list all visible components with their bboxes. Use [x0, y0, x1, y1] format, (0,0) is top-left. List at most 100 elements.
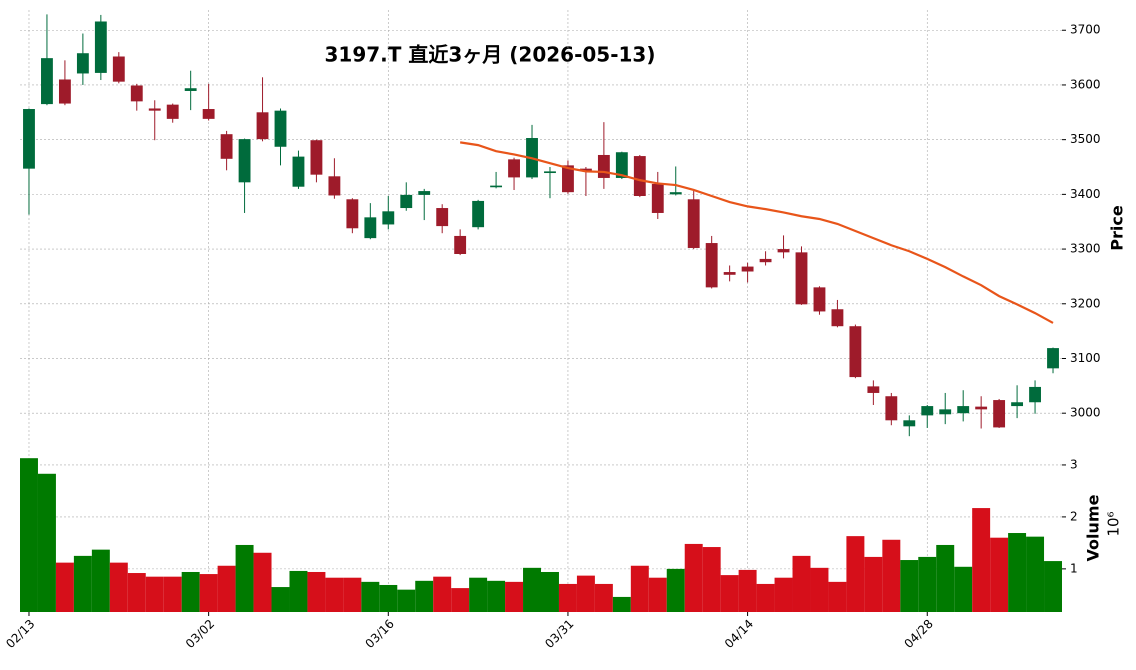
candle-body [220, 134, 233, 159]
candle-body [867, 386, 880, 393]
candle-body [346, 199, 359, 229]
candle-body [490, 185, 503, 188]
candle-body [1029, 386, 1041, 403]
candle-body [256, 112, 269, 140]
candle-body [23, 109, 35, 169]
candle-body [292, 156, 305, 187]
volume-bar [1008, 533, 1027, 612]
volume-bar [1026, 536, 1045, 612]
volume-bar [469, 577, 488, 612]
volume-bar [505, 581, 524, 612]
volume-bar [666, 568, 685, 612]
candle-body [274, 110, 287, 147]
volume-bar [630, 565, 649, 612]
candle-body [759, 258, 772, 263]
candle-body [310, 140, 323, 175]
volume-bar [972, 508, 991, 612]
volume-bar [307, 571, 326, 612]
volume-bar [433, 576, 452, 612]
volume-bar [415, 580, 434, 612]
candle-body [436, 208, 449, 227]
volume-bar [792, 555, 811, 612]
volume-bar [163, 576, 182, 612]
candle-body [1047, 348, 1059, 369]
candle-body [472, 200, 485, 228]
volume-bar [361, 581, 380, 612]
volume-bar [127, 573, 146, 612]
volume-bar [648, 577, 667, 612]
candle-body [777, 249, 790, 253]
volume-bar [397, 589, 416, 612]
x-tick-label: 04/14 [722, 617, 756, 651]
chart-title: 3197.T 直近3ヶ月 (2026-05-13) [325, 43, 656, 67]
candle-body [849, 326, 862, 378]
volume-bar [199, 574, 218, 612]
volume-bar [20, 458, 38, 612]
volume-bar [828, 581, 847, 612]
volume-tick-label: 1 [1070, 561, 1078, 575]
volume-bar [684, 543, 703, 612]
y-tick-label: 3200 [1070, 296, 1101, 310]
volume-bar [325, 577, 344, 612]
candle-body [41, 58, 53, 105]
candle-body [94, 21, 107, 73]
candle-body [364, 217, 377, 239]
volume-bar [235, 544, 254, 612]
volume-bar [846, 536, 865, 612]
volume-bar [774, 577, 793, 612]
volume-bar [109, 562, 128, 612]
candle-body [58, 79, 71, 104]
candle-body [921, 406, 934, 416]
candle-body [633, 156, 646, 197]
candle-body [1011, 402, 1024, 407]
candle-body [831, 309, 844, 327]
volume-bar [271, 587, 290, 612]
candle-body [975, 406, 988, 410]
candle-body [597, 154, 610, 178]
y-tick-label: 3000 [1070, 406, 1101, 420]
volume-bar [451, 588, 470, 612]
y-axis-label: Price [1108, 205, 1127, 251]
volume-tick-label: 3 [1070, 457, 1078, 471]
candle-body [939, 409, 952, 415]
volume-bar [864, 556, 883, 612]
candle-body [76, 53, 89, 74]
x-tick-label: 03/16 [363, 617, 397, 651]
candle-body [705, 243, 718, 288]
candle-body [957, 406, 970, 414]
candle-body [651, 183, 664, 213]
candle-body [615, 152, 628, 178]
y-tick-label: 3700 [1070, 23, 1101, 37]
y-tick-label: 3300 [1070, 242, 1101, 256]
volume-bar [523, 567, 541, 612]
candle-body [418, 191, 431, 195]
candle-body [813, 287, 826, 312]
y-tick-label: 3400 [1070, 187, 1101, 201]
volume-axis-label: Volume [1084, 494, 1103, 561]
volume-bar [738, 569, 757, 612]
volume-bar [900, 560, 919, 612]
candle-body [166, 104, 179, 119]
volume-bar [558, 583, 577, 612]
candle-body [544, 171, 556, 174]
candle-body [454, 235, 467, 254]
candle-body [328, 176, 341, 196]
volume-bar [343, 577, 362, 612]
candle-body [723, 272, 736, 275]
y-tick-label: 3600 [1070, 77, 1101, 91]
candle-body [903, 420, 916, 427]
volume-bar [810, 567, 829, 612]
volume-bar [253, 552, 272, 612]
x-tick-label: 03/31 [542, 617, 576, 651]
volume-bar [756, 583, 775, 612]
candle-body [885, 396, 898, 421]
candle-body [669, 192, 682, 195]
volume-bar [702, 547, 721, 612]
volume-bar [145, 576, 164, 612]
candle-body [202, 109, 215, 119]
volume-offset-label: 10⁶ [1105, 511, 1123, 536]
volume-tick-label: 2 [1070, 509, 1078, 523]
volume-bar [217, 565, 236, 612]
candle-body [130, 85, 143, 102]
volume-bar [1044, 561, 1062, 612]
